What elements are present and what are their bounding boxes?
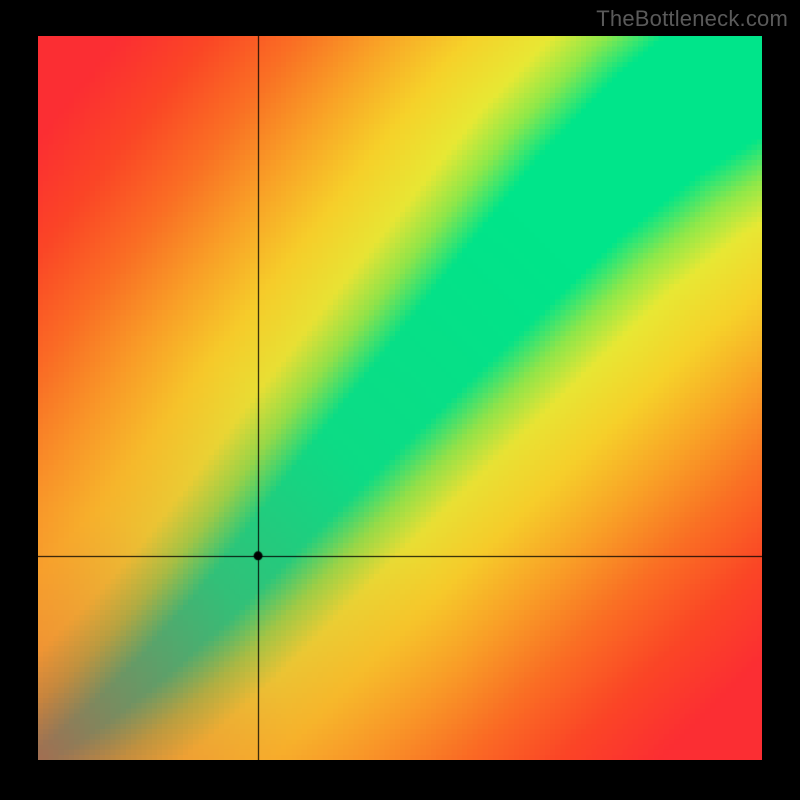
crosshair-overlay (38, 36, 762, 760)
chart-container: TheBottleneck.com (0, 0, 800, 800)
watermark-text: TheBottleneck.com (596, 6, 788, 32)
